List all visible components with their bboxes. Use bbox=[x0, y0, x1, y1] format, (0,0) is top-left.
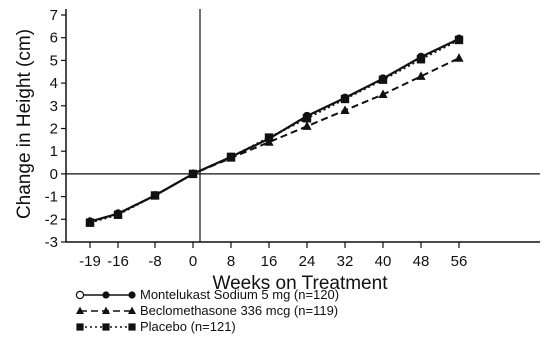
legend-label: Montelukast Sodium 5 mg (n=120) bbox=[140, 287, 339, 302]
y-tick-label: -1 bbox=[45, 189, 58, 206]
y-tick-label: 4 bbox=[50, 75, 58, 92]
series-line-circle bbox=[89, 37, 460, 223]
data-point-triangle bbox=[454, 53, 464, 62]
series-square bbox=[85, 35, 464, 227]
data-point-triangle bbox=[302, 121, 312, 130]
data-point-triangle bbox=[340, 105, 350, 114]
x-tick-label: -8 bbox=[148, 253, 161, 270]
x-tick-label: 48 bbox=[413, 253, 430, 270]
x-tick-label: 16 bbox=[261, 253, 278, 270]
data-point-square bbox=[264, 133, 274, 142]
legend-marker-triangle bbox=[128, 306, 136, 314]
series-line-square bbox=[89, 39, 460, 224]
legend-marker-triangle bbox=[76, 306, 84, 314]
data-point-square bbox=[302, 114, 312, 123]
x-tick-label: -19 bbox=[79, 253, 101, 270]
x-tick-label: 40 bbox=[375, 253, 392, 270]
y-tick-label: 3 bbox=[50, 98, 58, 115]
y-tick-label: 1 bbox=[50, 143, 58, 160]
y-tick-label: 5 bbox=[50, 52, 58, 69]
legend-marker-circle bbox=[102, 291, 110, 299]
data-point-square bbox=[85, 218, 95, 227]
series-triangle bbox=[85, 53, 464, 226]
data-point-square bbox=[113, 210, 123, 219]
y-tick-label: 7 bbox=[50, 7, 58, 24]
data-point-square bbox=[454, 35, 464, 45]
data-point-square bbox=[226, 152, 236, 162]
x-tick-label: -16 bbox=[107, 253, 129, 270]
data-point-square bbox=[188, 169, 198, 179]
legend-marker-triangle bbox=[102, 306, 110, 314]
x-tick-label: 0 bbox=[189, 253, 197, 270]
data-point-square bbox=[150, 191, 160, 200]
legend-marker-circle bbox=[128, 291, 136, 299]
axes bbox=[65, 9, 540, 243]
y-axis-title: Change in Height (cm) bbox=[14, 29, 35, 219]
x-tick-label: 32 bbox=[337, 253, 354, 270]
legend-label: Placebo (n=121) bbox=[140, 319, 236, 334]
y-tick-label: -2 bbox=[45, 211, 58, 228]
data-point-triangle bbox=[378, 89, 388, 99]
x-tick-label: 24 bbox=[299, 253, 316, 270]
data-point-square bbox=[340, 94, 350, 104]
series-circle bbox=[85, 34, 464, 226]
legend-label: Beclomethasone 336 mcg (n=119) bbox=[140, 303, 338, 318]
y-tick-label: -3 bbox=[45, 234, 58, 251]
series-layer bbox=[85, 34, 464, 227]
y-tick-label: 0 bbox=[50, 166, 58, 183]
data-point-square bbox=[416, 55, 426, 64]
data-point-square bbox=[378, 75, 388, 84]
y-tick-label: 2 bbox=[50, 121, 58, 138]
x-axis-title: Weeks on Treatment bbox=[213, 273, 389, 294]
legend: Montelukast Sodium 5 mg (n=120)Beclometh… bbox=[75, 287, 339, 334]
x-tick-label: 56 bbox=[451, 253, 468, 270]
legend-marker-open-circle bbox=[75, 290, 85, 300]
legend-marker-square bbox=[102, 323, 110, 331]
series-line-triangle bbox=[89, 57, 460, 223]
x-tick-label: 8 bbox=[227, 253, 235, 270]
y-tick-label: 6 bbox=[50, 30, 58, 47]
legend-marker-square bbox=[76, 323, 84, 331]
legend-marker-square bbox=[128, 323, 136, 331]
data-point-triangle bbox=[416, 71, 426, 80]
